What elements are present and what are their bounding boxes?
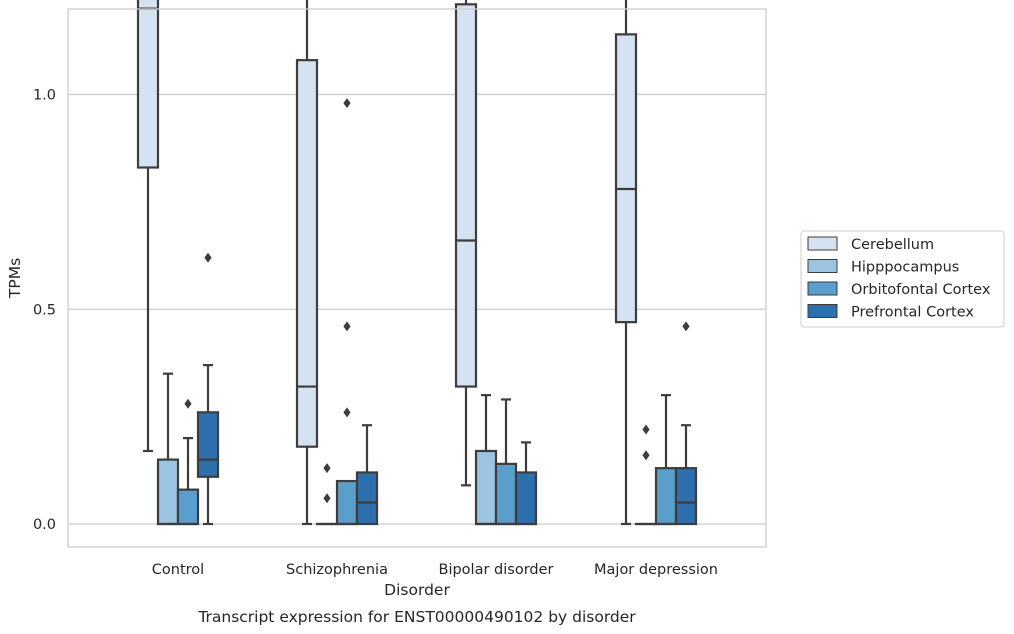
box-body <box>136 0 160 169</box>
outlier-point <box>343 98 351 109</box>
legend-item: Hipppocampus <box>807 259 959 276</box>
outlier-point <box>184 398 192 409</box>
box-prefrontal-cortex <box>674 321 698 526</box>
plot-frame <box>67 8 767 548</box>
box-body <box>156 458 180 526</box>
box-body <box>514 471 538 526</box>
box-body <box>295 59 319 448</box>
box-body <box>674 467 698 526</box>
legend-swatch <box>807 259 838 273</box>
outlier-point <box>642 450 650 461</box>
legend-label: Prefrontal Cortex <box>851 305 974 321</box>
legend: Cerebellum Hipppocampus Orbitofontal Corte… <box>800 230 1005 328</box>
box-orbitofontal-cortex <box>494 398 518 526</box>
chart-caption: Transcript expression for ENST0000049010… <box>197 608 636 626</box>
y-tick-label: 0.0 <box>33 517 56 533</box>
box-hipppocampus <box>634 424 658 526</box>
outlier-point <box>343 321 351 332</box>
box-orbitofontal-cortex <box>654 394 678 526</box>
legend-swatch <box>807 304 838 318</box>
legend-frame <box>800 230 1005 328</box>
outlier-point <box>204 252 212 263</box>
box-cerebellum <box>136 0 160 453</box>
x-tick-label: Major depression <box>594 562 718 578</box>
x-axis-ticks: Control Schizophrenia Bipolar disorder Majo… <box>152 562 718 578</box>
outlier-point <box>642 424 650 435</box>
legend-item: Cerebellum <box>807 236 934 253</box>
plot-area <box>136 0 698 526</box>
box-body <box>614 33 638 324</box>
legend-item: Prefrontal Cortex <box>807 304 974 321</box>
box-body <box>335 479 359 526</box>
legend-label: Cerebellum <box>851 237 934 253</box>
legend-item: Orbitofontal Cortex <box>807 281 991 298</box>
legend-swatch <box>807 236 838 251</box>
box-hipppocampus <box>474 394 498 526</box>
outlier-point <box>682 321 690 332</box>
box-cerebellum <box>454 0 478 487</box>
x-tick-label: Control <box>152 562 204 578</box>
box-body <box>196 411 220 478</box>
box-cerebellum <box>295 0 319 526</box>
x-axis-title: Disorder <box>384 581 450 599</box>
outlier-point <box>323 493 331 504</box>
box-body <box>355 471 379 526</box>
gridlines <box>68 93 766 525</box>
legend-label: Hipppocampus <box>851 260 959 276</box>
box-body <box>454 3 478 388</box>
box-hipppocampus <box>156 372 180 526</box>
box-orbitofontal-cortex <box>335 98 359 526</box>
box-prefrontal-cortex <box>514 441 538 526</box>
box-body <box>654 467 678 526</box>
legend-label: Orbitofontal Cortex <box>851 282 991 298</box>
y-axis-ticks: 0.00.51.01.52.0 <box>33 88 56 534</box>
box-body <box>494 462 518 526</box>
x-tick-label: Bipolar disorder <box>439 562 554 578</box>
outlier-point <box>343 407 351 418</box>
box-orbitofontal-cortex <box>176 398 200 526</box>
legend-swatch <box>807 281 838 296</box>
y-axis-title: TPMs <box>6 258 24 299</box>
box-body <box>176 488 200 526</box>
box-prefrontal-cortex <box>355 424 379 526</box>
box-cerebellum <box>614 0 638 526</box>
outlier-point <box>323 463 331 474</box>
box-body <box>474 449 498 526</box>
box-hipppocampus <box>315 463 339 526</box>
box-prefrontal-cortex <box>196 252 220 526</box>
y-tick-label: 1.0 <box>33 88 56 104</box>
y-tick-label: 0.5 <box>33 302 56 318</box>
x-tick-label: Schizophrenia <box>286 562 388 578</box>
